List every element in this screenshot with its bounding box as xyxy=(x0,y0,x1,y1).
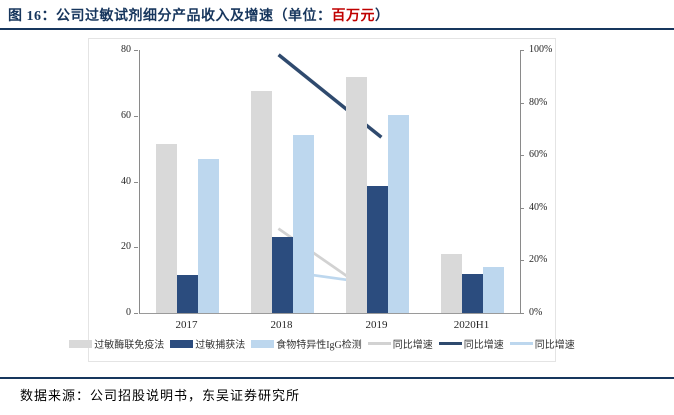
right-axis-tick xyxy=(520,155,524,157)
bar-series3-2020H1 xyxy=(483,267,504,313)
legend-bar-swatch xyxy=(170,339,194,348)
legend-label: 过敏酶联免疫法 xyxy=(94,340,165,351)
x-axis-label-2020H1: 2020H1 xyxy=(453,319,490,331)
right-axis-tick-label: 0% xyxy=(529,307,543,318)
figure-title: 图 16：公司过敏试剂细分产品收入及增速（单位：百万元） xyxy=(8,5,390,25)
right-axis-tick-label: 40% xyxy=(529,201,548,213)
legend-line-swatch xyxy=(367,342,391,345)
legend-label: 食物特异性IgG检测 xyxy=(276,340,362,351)
right-axis-tick xyxy=(520,50,524,51)
title-divider-rule xyxy=(0,28,674,30)
combo-chart: 0 20 40 60 80 0% 20% 40% 60% 80% 100% 2017 2018 2019 2… xyxy=(69,38,575,362)
x-axis-label-2018: 2018 xyxy=(270,319,293,331)
legend-label: 同比增速 xyxy=(392,340,433,351)
plot-area xyxy=(139,50,521,314)
bar-series1-2017 xyxy=(156,143,177,313)
legend-label: 同比增速 xyxy=(534,340,575,351)
legend-item-5: 同比增速 xyxy=(438,336,504,351)
bar-series1-2018 xyxy=(251,91,272,313)
legend-line-swatch xyxy=(509,342,533,345)
figure-title-text: 图 16：公司过敏试剂细分产品收入及增速（单位： xyxy=(8,9,332,24)
legend-item-3: 食物特异性IgG检测 xyxy=(251,336,362,351)
source-note: 数据来源：公司招股说明书，东吴证券研究所 xyxy=(20,388,301,403)
figure-title-unit: 百万元 xyxy=(331,9,375,24)
bar-series3-2018 xyxy=(293,135,314,313)
legend-item-6: 同比增速 xyxy=(509,336,575,351)
figure-title-close: ） xyxy=(375,9,390,24)
left-axis-tick-label: 80 xyxy=(121,44,131,55)
right-axis-tick-label: 20% xyxy=(529,254,548,266)
left-axis-tick-label: 0 xyxy=(126,307,131,318)
bar-series2-2020H1 xyxy=(462,273,483,313)
right-axis-tick xyxy=(520,207,524,209)
left-axis-tick xyxy=(134,247,138,249)
legend-line-swatch xyxy=(438,342,462,345)
left-axis-tick xyxy=(134,50,138,51)
left-axis-tick-label: 20 xyxy=(121,241,131,253)
bar-series1-2019 xyxy=(346,77,367,313)
bar-series1-2020H1 xyxy=(441,254,462,313)
bar-series3-2019 xyxy=(388,115,409,313)
legend-item-4: 同比增速 xyxy=(367,336,433,351)
legend-label: 过敏捕获法 xyxy=(195,340,246,351)
left-axis-tick-label: 40 xyxy=(121,175,131,187)
bar-series2-2017 xyxy=(177,274,198,313)
left-axis-tick-label: 60 xyxy=(121,109,131,121)
right-axis-tick-label: 100% xyxy=(529,44,553,55)
footer-divider-rule xyxy=(0,377,674,379)
x-axis-label-2019: 2019 xyxy=(365,319,388,331)
legend-item-2: 过敏捕获法 xyxy=(170,336,245,351)
left-axis-tick xyxy=(134,313,138,314)
legend-bar-swatch xyxy=(69,339,93,348)
bar-series3-2017 xyxy=(198,159,219,313)
left-axis-tick xyxy=(134,181,138,183)
legend-label: 同比增速 xyxy=(463,340,504,351)
chart-legend: 过敏酶联免疫法 过敏捕获法 食物特异性IgG检测 同比增速 同比增速 同比增速 xyxy=(69,336,575,351)
right-axis-tick-label: 60% xyxy=(529,149,548,161)
legend-item-1: 过敏酶联免疫法 xyxy=(69,336,164,351)
right-axis-tick xyxy=(520,260,524,262)
right-axis-tick xyxy=(520,313,524,314)
right-axis-tick-label: 80% xyxy=(529,96,548,108)
bar-series2-2018 xyxy=(272,237,293,313)
left-axis-tick xyxy=(134,115,138,117)
bar-series2-2019 xyxy=(367,186,388,313)
right-axis-tick xyxy=(520,102,524,104)
x-axis-label-2017: 2017 xyxy=(175,319,198,331)
legend-bar-swatch xyxy=(251,339,275,348)
